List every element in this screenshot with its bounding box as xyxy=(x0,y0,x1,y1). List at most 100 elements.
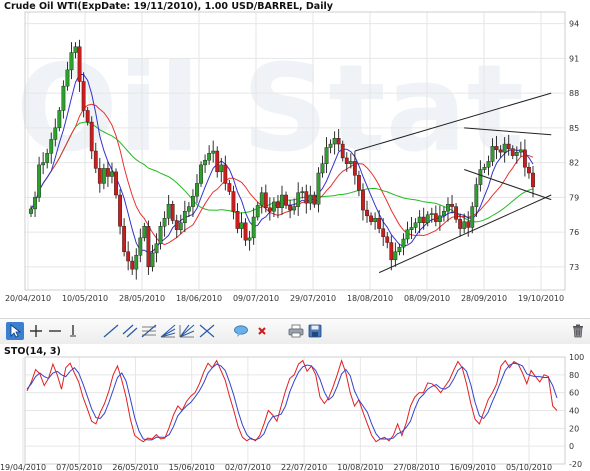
candle-body xyxy=(429,213,434,215)
triangle-upper-line[interactable] xyxy=(464,127,552,136)
candlestick xyxy=(69,42,74,80)
delete-drawing-button[interactable] xyxy=(253,322,271,340)
candlestick xyxy=(389,235,394,271)
cursor-tool-button[interactable] xyxy=(6,322,24,340)
candlestick xyxy=(470,201,475,234)
trend-line-tool-button[interactable] xyxy=(102,322,120,340)
channel-upper-line[interactable] xyxy=(354,92,552,152)
save-icon xyxy=(308,324,322,338)
candle-body xyxy=(377,217,382,229)
candlestick xyxy=(203,154,207,174)
stochastic-y-axis: -20 0 20 40 60 80 100 xyxy=(569,353,584,469)
stochastic-x-tick-label: 02/07/2010 xyxy=(225,463,271,471)
stochastic-y-tick-label: 40 xyxy=(569,407,579,416)
fibonacci-retracement-tool-button[interactable] xyxy=(140,322,158,340)
horizontal-line-tool-button[interactable] xyxy=(46,322,64,340)
price-y-tick-label: 76 xyxy=(569,228,579,237)
candle-body xyxy=(381,228,386,237)
channel-lower-line[interactable] xyxy=(378,194,552,274)
crosshair-icon xyxy=(30,325,42,337)
candlestick xyxy=(296,182,301,216)
parallel-lines-tool-button[interactable] xyxy=(121,322,139,340)
stochastic-y-tick-label: 80 xyxy=(569,371,579,380)
candlestick xyxy=(381,218,386,246)
fibonacci-fan-tool-button[interactable] xyxy=(159,322,177,340)
candle-body xyxy=(357,175,361,191)
vertical-line-tool-button[interactable] xyxy=(64,322,82,340)
candlestick xyxy=(235,203,240,234)
candle-body xyxy=(373,217,378,222)
price-y-tick-label: 88 xyxy=(569,89,579,98)
candlestick xyxy=(101,163,106,190)
candlestick xyxy=(336,128,341,151)
candle-body xyxy=(324,147,329,164)
candlestick xyxy=(73,42,78,59)
price-y-tick-label: 82 xyxy=(569,159,579,168)
price-y-axis: 73 76 79 82 85 88 91 94 xyxy=(569,20,579,272)
candlestick xyxy=(514,146,519,164)
candle-body xyxy=(478,169,483,185)
candlestick xyxy=(223,155,228,191)
candle-body xyxy=(344,157,349,164)
clear-all-button[interactable] xyxy=(569,322,587,340)
trend-channel-lines[interactable] xyxy=(354,92,552,274)
gann-fan-tool-button[interactable] xyxy=(178,322,196,340)
candle-body xyxy=(304,191,309,204)
candle-body xyxy=(239,222,244,229)
candle-body xyxy=(93,150,98,169)
stochastic-title: STO(14, 3) xyxy=(4,346,61,357)
stochastic-lines xyxy=(26,358,558,443)
candle-body xyxy=(284,194,288,206)
candle-body xyxy=(458,219,463,229)
candle-body xyxy=(502,143,507,153)
candle-body xyxy=(101,168,106,184)
candlestick xyxy=(134,248,139,280)
comment-tool-button[interactable] xyxy=(232,322,250,340)
candle-body xyxy=(405,229,410,240)
candle-body xyxy=(57,110,62,129)
candlestick xyxy=(490,138,495,167)
candle-body xyxy=(174,220,179,230)
candlestick xyxy=(385,232,390,249)
candlestick xyxy=(267,197,272,221)
stochastic-x-tick-label: 19/04/2010 xyxy=(0,463,46,471)
candlestick xyxy=(29,205,33,218)
candlestick xyxy=(527,162,531,179)
candlestick xyxy=(397,243,402,256)
crosshair-tool-button[interactable] xyxy=(27,322,45,340)
stochastic-chart[interactable]: -20 0 20 40 60 80 100 19/04/2010 07/05/2010 26/0… xyxy=(0,344,590,471)
candlestick xyxy=(231,185,236,220)
candle-body xyxy=(276,201,280,208)
candlestick xyxy=(259,186,264,214)
candlestick xyxy=(417,210,422,234)
gann-fan-icon xyxy=(179,324,195,338)
candlestick xyxy=(37,156,41,202)
candle-body xyxy=(41,162,46,166)
candle-body xyxy=(494,146,499,151)
candle-body xyxy=(332,138,337,145)
save-button[interactable] xyxy=(306,322,324,340)
candlestick xyxy=(182,200,187,233)
price-x-tick-label: 09/07/2010 xyxy=(233,294,279,303)
candlestick xyxy=(429,207,434,223)
candlestick xyxy=(126,241,131,271)
cross-lines-tool-button[interactable] xyxy=(198,322,216,340)
candlestick xyxy=(158,221,163,250)
candle-body xyxy=(442,211,446,217)
candlestick xyxy=(211,140,216,163)
triangle-lower-line[interactable] xyxy=(464,169,552,201)
candlestick xyxy=(474,177,479,218)
candlestick xyxy=(450,195,454,214)
candlestick xyxy=(365,200,369,223)
candlestick xyxy=(215,146,220,178)
print-button[interactable] xyxy=(287,322,305,340)
candle-body xyxy=(154,243,159,254)
price-x-tick-label: 18/06/2010 xyxy=(176,294,222,303)
candlestick xyxy=(405,221,410,244)
candle-body xyxy=(312,194,317,205)
candle-body xyxy=(267,207,272,212)
candle-body xyxy=(199,164,203,184)
candle-body xyxy=(498,149,503,153)
candle-body xyxy=(280,194,284,208)
